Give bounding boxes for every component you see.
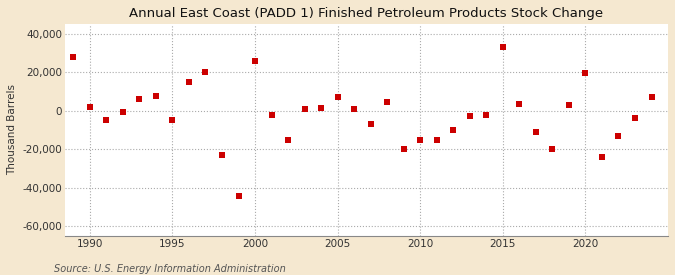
Point (448, 128, 459, 132)
Point (630, 116, 641, 120)
Point (250, 58, 261, 63)
Point (349, 106, 360, 111)
Point (497, 45, 508, 49)
Point (481, 112, 491, 117)
Title: Annual East Coast (PADD 1) Finished Petroleum Products Stock Change: Annual East Coast (PADD 1) Finished Petr… (130, 7, 603, 20)
Y-axis label: Thousand Barrels: Thousand Barrels (7, 84, 17, 175)
Point (167, 118, 178, 123)
Point (151, 94, 161, 98)
Point (299, 106, 310, 111)
Point (84, 104, 95, 109)
Point (233, 193, 244, 198)
Point (415, 138, 426, 142)
Point (580, 71, 591, 75)
Point (431, 138, 442, 142)
Point (597, 155, 608, 159)
Point (200, 70, 211, 74)
Point (531, 130, 541, 134)
Point (398, 147, 409, 152)
Point (564, 103, 574, 107)
Point (134, 97, 144, 101)
Point (184, 79, 194, 84)
Point (117, 109, 128, 114)
Point (266, 112, 277, 117)
Point (464, 114, 475, 119)
Point (101, 118, 112, 123)
Point (68, 54, 79, 59)
Point (646, 95, 657, 99)
Point (613, 134, 624, 138)
Point (332, 95, 343, 99)
Point (283, 138, 294, 142)
Point (217, 153, 227, 157)
Point (316, 106, 327, 110)
Point (382, 100, 393, 104)
Text: Source: U.S. Energy Information Administration: Source: U.S. Energy Information Administ… (54, 264, 286, 274)
Point (547, 147, 558, 152)
Point (514, 102, 524, 106)
Point (365, 122, 376, 127)
